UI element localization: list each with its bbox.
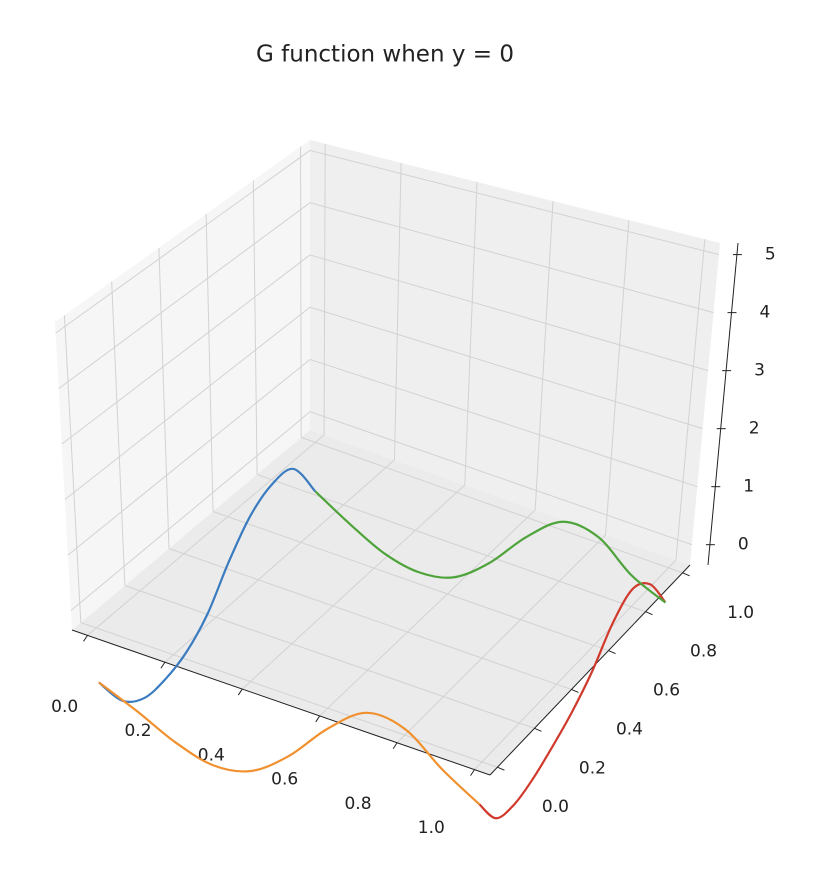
grid-line — [309, 254, 709, 372]
x-tick — [160, 661, 166, 669]
x-tick-label: 1.0 — [418, 818, 445, 838]
grid-line — [67, 359, 311, 556]
grid-line — [309, 358, 698, 488]
grid-line — [212, 511, 609, 652]
grid-line — [393, 162, 402, 461]
y-axis-line — [489, 564, 691, 776]
z-tick-label: 0 — [738, 535, 749, 555]
y-tick-label: 0.0 — [542, 797, 569, 817]
x-tick-label: 0.2 — [124, 721, 151, 741]
grid-line — [164, 459, 395, 663]
x-axis-line — [71, 629, 491, 776]
z-tick-label: 1 — [743, 477, 754, 497]
grid-line — [300, 146, 302, 438]
grid-line — [309, 149, 720, 256]
grid-line — [474, 559, 677, 770]
z-axis-line — [707, 242, 739, 566]
grid-line — [111, 281, 126, 586]
grid-line — [55, 150, 311, 334]
grid-line — [64, 306, 311, 500]
y-tick — [571, 688, 579, 693]
y-tick-label: 0.2 — [579, 758, 606, 778]
x-tick — [83, 635, 88, 642]
grid-line — [252, 180, 258, 475]
grid-line — [158, 247, 170, 549]
x-tick — [470, 769, 475, 776]
x-tick-label: 0.6 — [271, 770, 298, 790]
grid-line — [309, 411, 693, 546]
y-tick — [682, 572, 690, 577]
x-tick-label: 0.0 — [51, 697, 78, 717]
y-tick-label: 1.0 — [727, 603, 754, 623]
grid-line — [61, 254, 311, 445]
grid-line — [323, 143, 326, 436]
grid-line — [675, 239, 706, 561]
back-pane — [310, 140, 720, 565]
grid-line — [70, 411, 311, 611]
grid-line — [396, 534, 606, 744]
z-tick-label: 5 — [765, 245, 776, 265]
x-tick — [237, 688, 243, 696]
y-tick — [645, 611, 653, 616]
y-tick-label: 0.6 — [653, 681, 680, 701]
grid-line — [309, 202, 714, 314]
grid-line — [168, 548, 572, 690]
grid-line — [605, 220, 630, 536]
y-tick — [608, 650, 616, 655]
line — [98, 467, 317, 704]
grid-line — [464, 181, 478, 486]
grid-line — [124, 585, 535, 729]
grid-line — [301, 436, 683, 574]
y-tick-label: 0.4 — [616, 719, 643, 739]
grid-line — [63, 315, 82, 623]
grid-line — [80, 622, 498, 768]
grid-line — [58, 202, 311, 389]
x-tick — [315, 715, 321, 723]
y-tick — [534, 727, 542, 732]
x-tick-label: 0.8 — [344, 794, 371, 814]
grid-line — [241, 484, 466, 690]
grid-line — [319, 509, 536, 717]
grid-line — [309, 306, 703, 430]
grid-line — [87, 434, 325, 636]
x-tick-label: 0.4 — [198, 745, 225, 765]
y-tick — [497, 766, 505, 771]
left-pane — [55, 140, 310, 630]
grid-line — [534, 201, 554, 511]
chart-title: G function when y = 0 — [256, 42, 514, 68]
y-tick-label: 0.8 — [690, 642, 717, 662]
grid-line — [205, 214, 214, 512]
z-tick-label: 2 — [749, 419, 760, 439]
z-tick-label: 4 — [760, 303, 771, 323]
x-tick — [392, 742, 398, 750]
line — [314, 490, 667, 604]
line — [98, 681, 481, 806]
z-tick-label: 3 — [754, 361, 765, 381]
line — [478, 581, 667, 820]
